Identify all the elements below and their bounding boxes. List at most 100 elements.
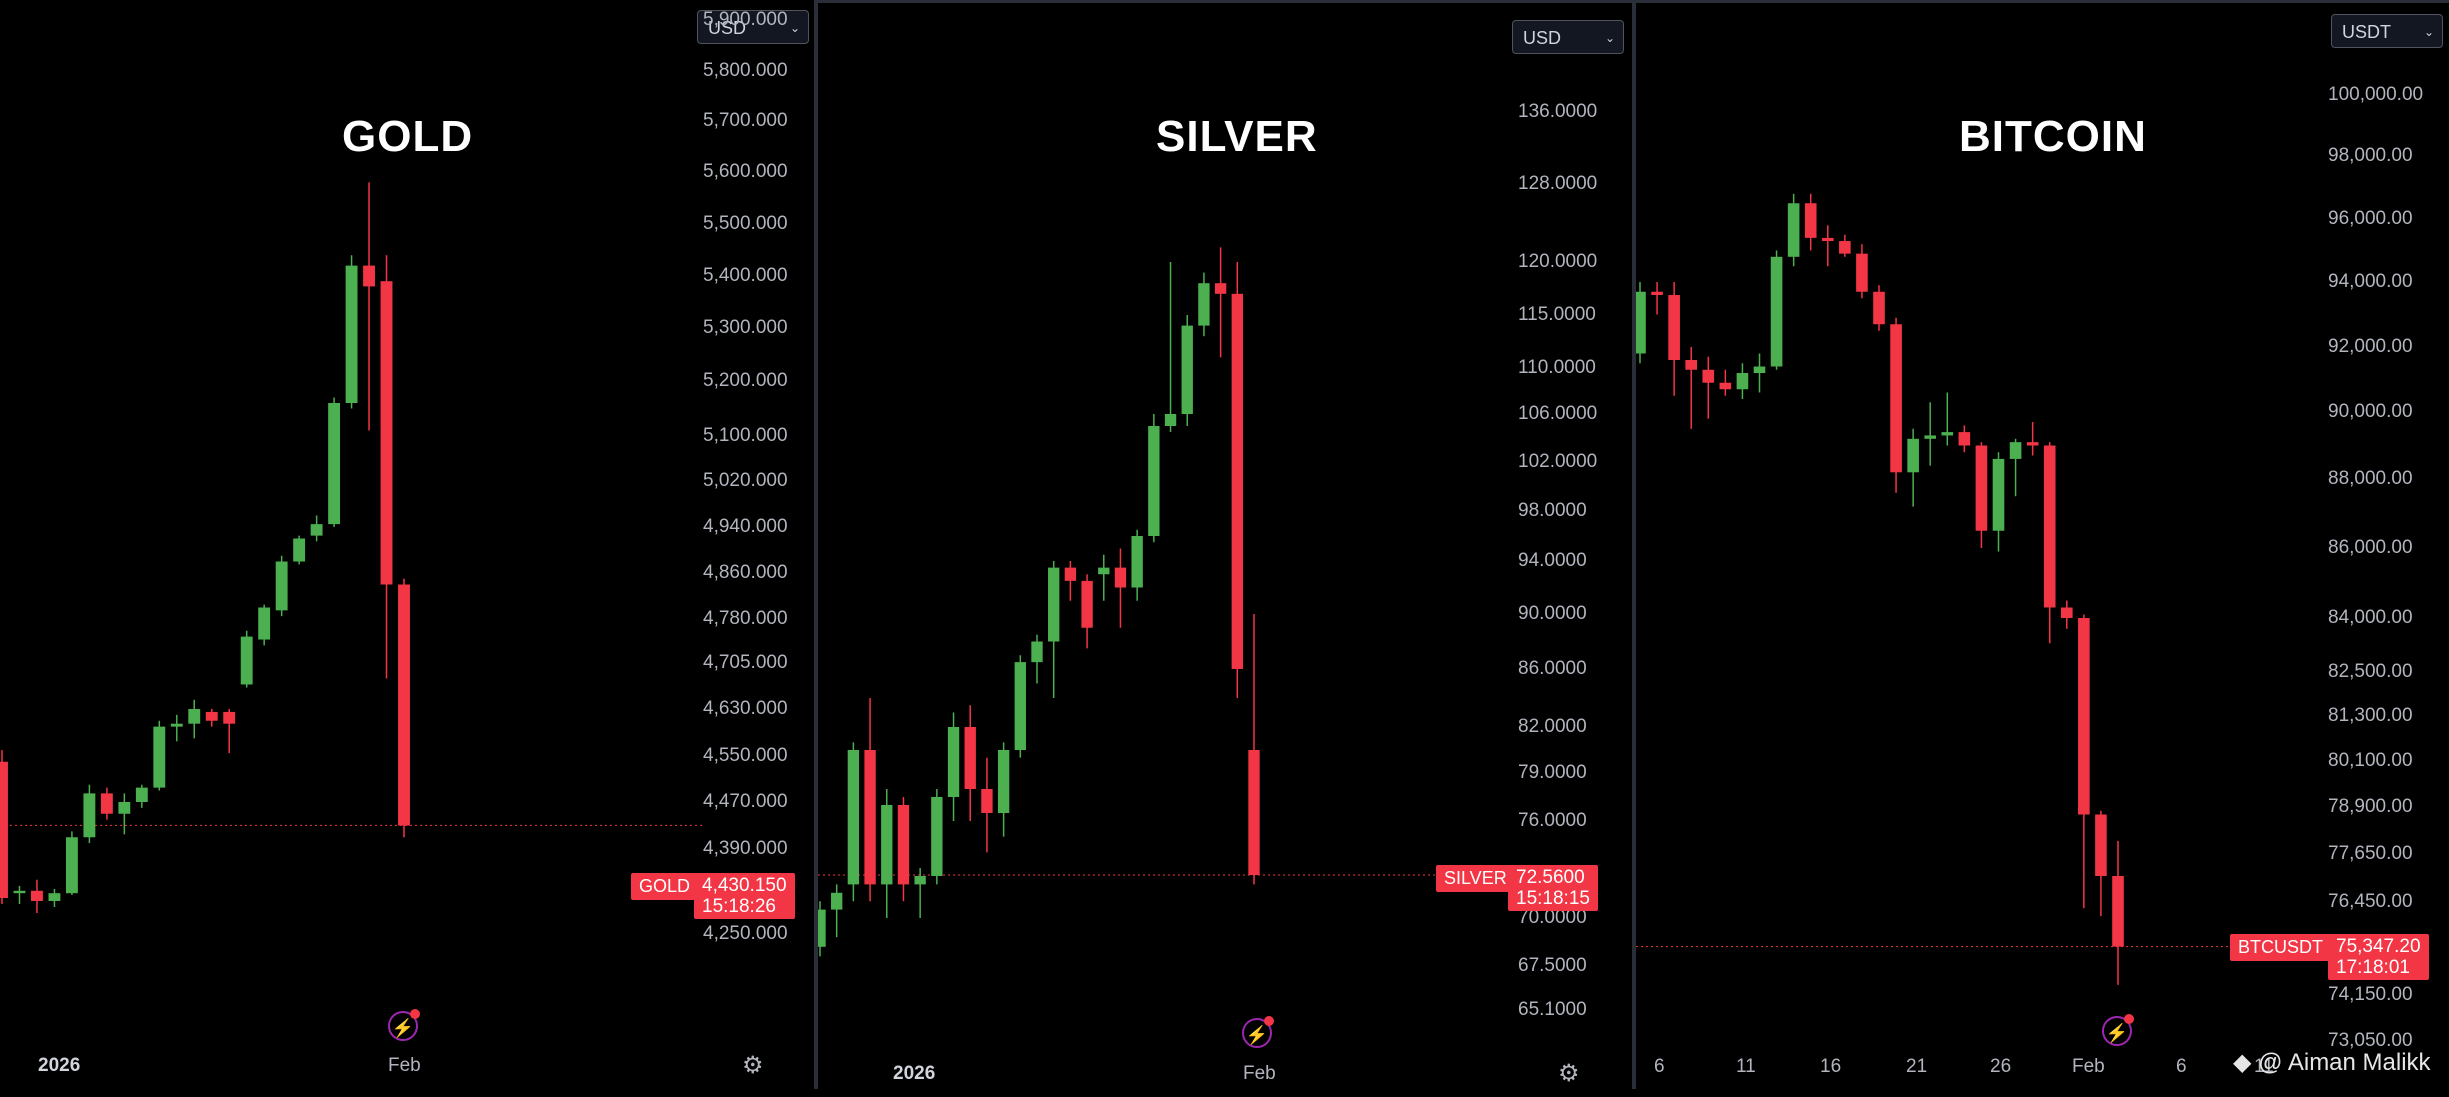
candle[interactable]	[2112, 840, 2124, 985]
candle[interactable]	[847, 742, 860, 902]
settings-icon[interactable]: ⚙	[742, 1052, 764, 1079]
candle[interactable]	[881, 789, 893, 918]
candle[interactable]	[13, 885, 26, 904]
candle[interactable]	[293, 535, 306, 565]
candle[interactable]	[1839, 234, 1851, 257]
candle[interactable]	[1975, 442, 1988, 548]
candle[interactable]	[83, 784, 96, 844]
candle[interactable]	[1248, 614, 1260, 885]
candle[interactable]	[1181, 315, 1193, 426]
candle[interactable]	[1031, 634, 1043, 684]
settings-icon[interactable]: ⚙	[1558, 1060, 1580, 1087]
lightning-icon[interactable]: ⚡	[1242, 1016, 1274, 1048]
candle-body	[2043, 445, 2056, 608]
candle[interactable]	[897, 797, 910, 902]
candle[interactable]	[831, 884, 843, 938]
candle[interactable]	[1907, 428, 1919, 507]
candle[interactable]	[118, 793, 131, 835]
candle[interactable]	[1736, 363, 1749, 399]
candle-body	[135, 787, 148, 802]
candle[interactable]	[1753, 353, 1766, 393]
currency-selector[interactable]: USD ⌄	[1512, 20, 1624, 54]
candlestick-chart[interactable]	[1636, 4, 2449, 1089]
candle[interactable]	[964, 705, 976, 821]
candle[interactable]	[914, 868, 926, 918]
candle[interactable]	[981, 757, 993, 853]
candle[interactable]	[310, 515, 323, 542]
candle[interactable]	[2078, 614, 2090, 909]
candle[interactable]	[1081, 574, 1093, 649]
candle[interactable]	[1064, 561, 1077, 601]
candle[interactable]	[1804, 193, 1817, 251]
candle[interactable]	[1131, 529, 1143, 601]
candle[interactable]	[1941, 392, 1954, 446]
candle[interactable]	[2026, 422, 2039, 456]
candle[interactable]	[2060, 600, 2073, 629]
candlestick-chart[interactable]	[818, 8, 1632, 1089]
candle[interactable]	[1214, 247, 1227, 358]
candle[interactable]	[380, 255, 393, 679]
candle[interactable]	[1148, 414, 1160, 543]
candle[interactable]	[997, 742, 1010, 837]
candle[interactable]	[205, 709, 218, 727]
candle[interactable]	[1924, 402, 1937, 466]
candle[interactable]	[1014, 655, 1026, 758]
candle-body	[1702, 369, 1715, 383]
candle[interactable]	[1719, 369, 1732, 396]
lightning-icon[interactable]: ⚡	[2102, 1014, 2134, 1046]
candle[interactable]	[1958, 425, 1971, 453]
candle[interactable]	[65, 831, 78, 895]
candle[interactable]	[398, 578, 410, 838]
candle[interactable]	[947, 712, 960, 822]
x-axis-label: Feb	[2072, 1056, 2105, 1077]
gold-chart-panel[interactable]: GOLD USD ⌄ 5,900.000 5,800.000 5,700.000 5,…	[0, 0, 814, 1089]
candle[interactable]	[1198, 272, 1210, 337]
candle[interactable]	[188, 699, 201, 739]
candle[interactable]	[1636, 282, 1646, 364]
candle[interactable]	[240, 630, 253, 688]
candle[interactable]	[48, 888, 61, 907]
candle-body	[1064, 567, 1077, 581]
candle[interactable]	[818, 901, 826, 957]
currency-selector[interactable]: USD ⌄	[697, 10, 809, 44]
candle[interactable]	[1685, 347, 1698, 429]
candle[interactable]	[1890, 317, 1902, 493]
candle[interactable]	[135, 784, 148, 808]
candle[interactable]	[1668, 282, 1680, 396]
candle[interactable]	[1821, 225, 1834, 267]
candle[interactable]	[153, 720, 166, 791]
candle-body	[1081, 580, 1093, 628]
candle[interactable]	[1114, 548, 1127, 628]
candle[interactable]	[1098, 554, 1110, 601]
candle[interactable]	[345, 255, 358, 409]
candle[interactable]	[2009, 438, 2022, 497]
candle[interactable]	[1702, 356, 1715, 419]
candle[interactable]	[170, 714, 183, 742]
candle[interactable]	[1770, 250, 1783, 370]
candle[interactable]	[0, 750, 8, 904]
candle[interactable]	[2043, 442, 2056, 644]
candlestick-chart[interactable]	[0, 0, 814, 1089]
candle[interactable]	[223, 709, 236, 754]
candle[interactable]	[1992, 452, 2005, 552]
candle[interactable]	[1787, 193, 1800, 267]
candle[interactable]	[1048, 561, 1060, 698]
candle[interactable]	[1856, 244, 1868, 299]
candle[interactable]	[864, 698, 876, 902]
candle[interactable]	[931, 789, 943, 885]
bitcoin-chart-panel[interactable]: BITCOIN USDT ⌄ 100,000.00 98,000.00 96,000…	[1636, 4, 2449, 1093]
candle[interactable]	[363, 182, 375, 431]
lightning-icon[interactable]: ⚡	[388, 1009, 420, 1041]
candle[interactable]	[2095, 810, 2107, 917]
candle[interactable]	[258, 604, 271, 646]
candle[interactable]	[1231, 262, 1243, 698]
candle[interactable]	[100, 787, 113, 820]
candle[interactable]	[1873, 285, 1885, 331]
candle[interactable]	[275, 555, 288, 617]
currency-selector[interactable]: USDT ⌄	[2331, 14, 2443, 48]
candle[interactable]	[31, 879, 43, 913]
candle[interactable]	[328, 397, 341, 528]
silver-chart-panel[interactable]: SILVER USD ⌄ 136.0000 128.0000 120.0000 115…	[818, 8, 1632, 1097]
candle[interactable]	[1164, 262, 1177, 432]
candle[interactable]	[1651, 282, 1663, 315]
